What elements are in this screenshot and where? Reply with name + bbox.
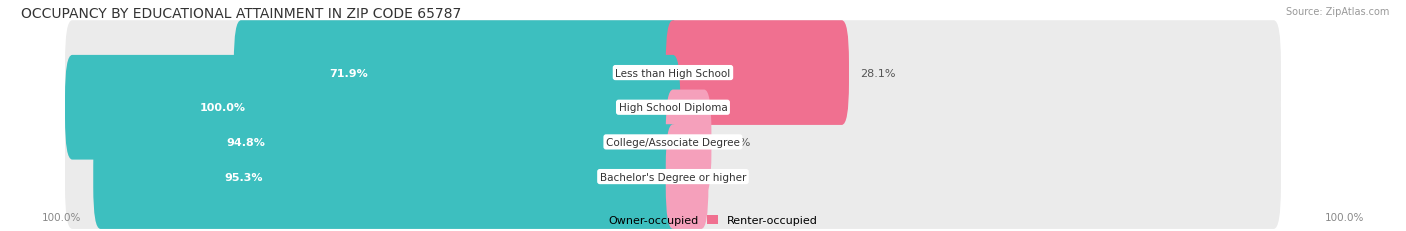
FancyBboxPatch shape xyxy=(96,90,681,195)
Text: 94.8%: 94.8% xyxy=(226,137,266,147)
FancyBboxPatch shape xyxy=(666,125,709,229)
Legend: Owner-occupied, Renter-occupied: Owner-occupied, Renter-occupied xyxy=(588,215,818,225)
Text: Source: ZipAtlas.com: Source: ZipAtlas.com xyxy=(1285,7,1389,17)
Text: High School Diploma: High School Diploma xyxy=(619,103,727,113)
Text: 71.9%: 71.9% xyxy=(329,68,368,78)
Text: College/Associate Degree: College/Associate Degree xyxy=(606,137,740,147)
FancyBboxPatch shape xyxy=(666,90,711,195)
Text: 95.3%: 95.3% xyxy=(225,172,263,182)
Text: 0.0%: 0.0% xyxy=(690,103,720,113)
FancyBboxPatch shape xyxy=(93,125,681,229)
FancyBboxPatch shape xyxy=(65,90,1281,195)
Text: OCCUPANCY BY EDUCATIONAL ATTAINMENT IN ZIP CODE 65787: OCCUPANCY BY EDUCATIONAL ATTAINMENT IN Z… xyxy=(21,7,461,21)
Text: Less than High School: Less than High School xyxy=(616,68,731,78)
FancyBboxPatch shape xyxy=(666,21,849,125)
FancyBboxPatch shape xyxy=(65,56,681,160)
FancyBboxPatch shape xyxy=(65,56,1281,160)
Text: 28.1%: 28.1% xyxy=(860,68,896,78)
Text: 100.0%: 100.0% xyxy=(200,103,246,113)
Text: Bachelor's Degree or higher: Bachelor's Degree or higher xyxy=(600,172,747,182)
FancyBboxPatch shape xyxy=(65,125,1281,229)
FancyBboxPatch shape xyxy=(65,21,1281,125)
Text: 100.0%: 100.0% xyxy=(42,212,82,222)
Text: 5.2%: 5.2% xyxy=(723,137,751,147)
Text: 100.0%: 100.0% xyxy=(1324,212,1364,222)
FancyBboxPatch shape xyxy=(233,21,681,125)
Text: 4.7%: 4.7% xyxy=(720,172,748,182)
